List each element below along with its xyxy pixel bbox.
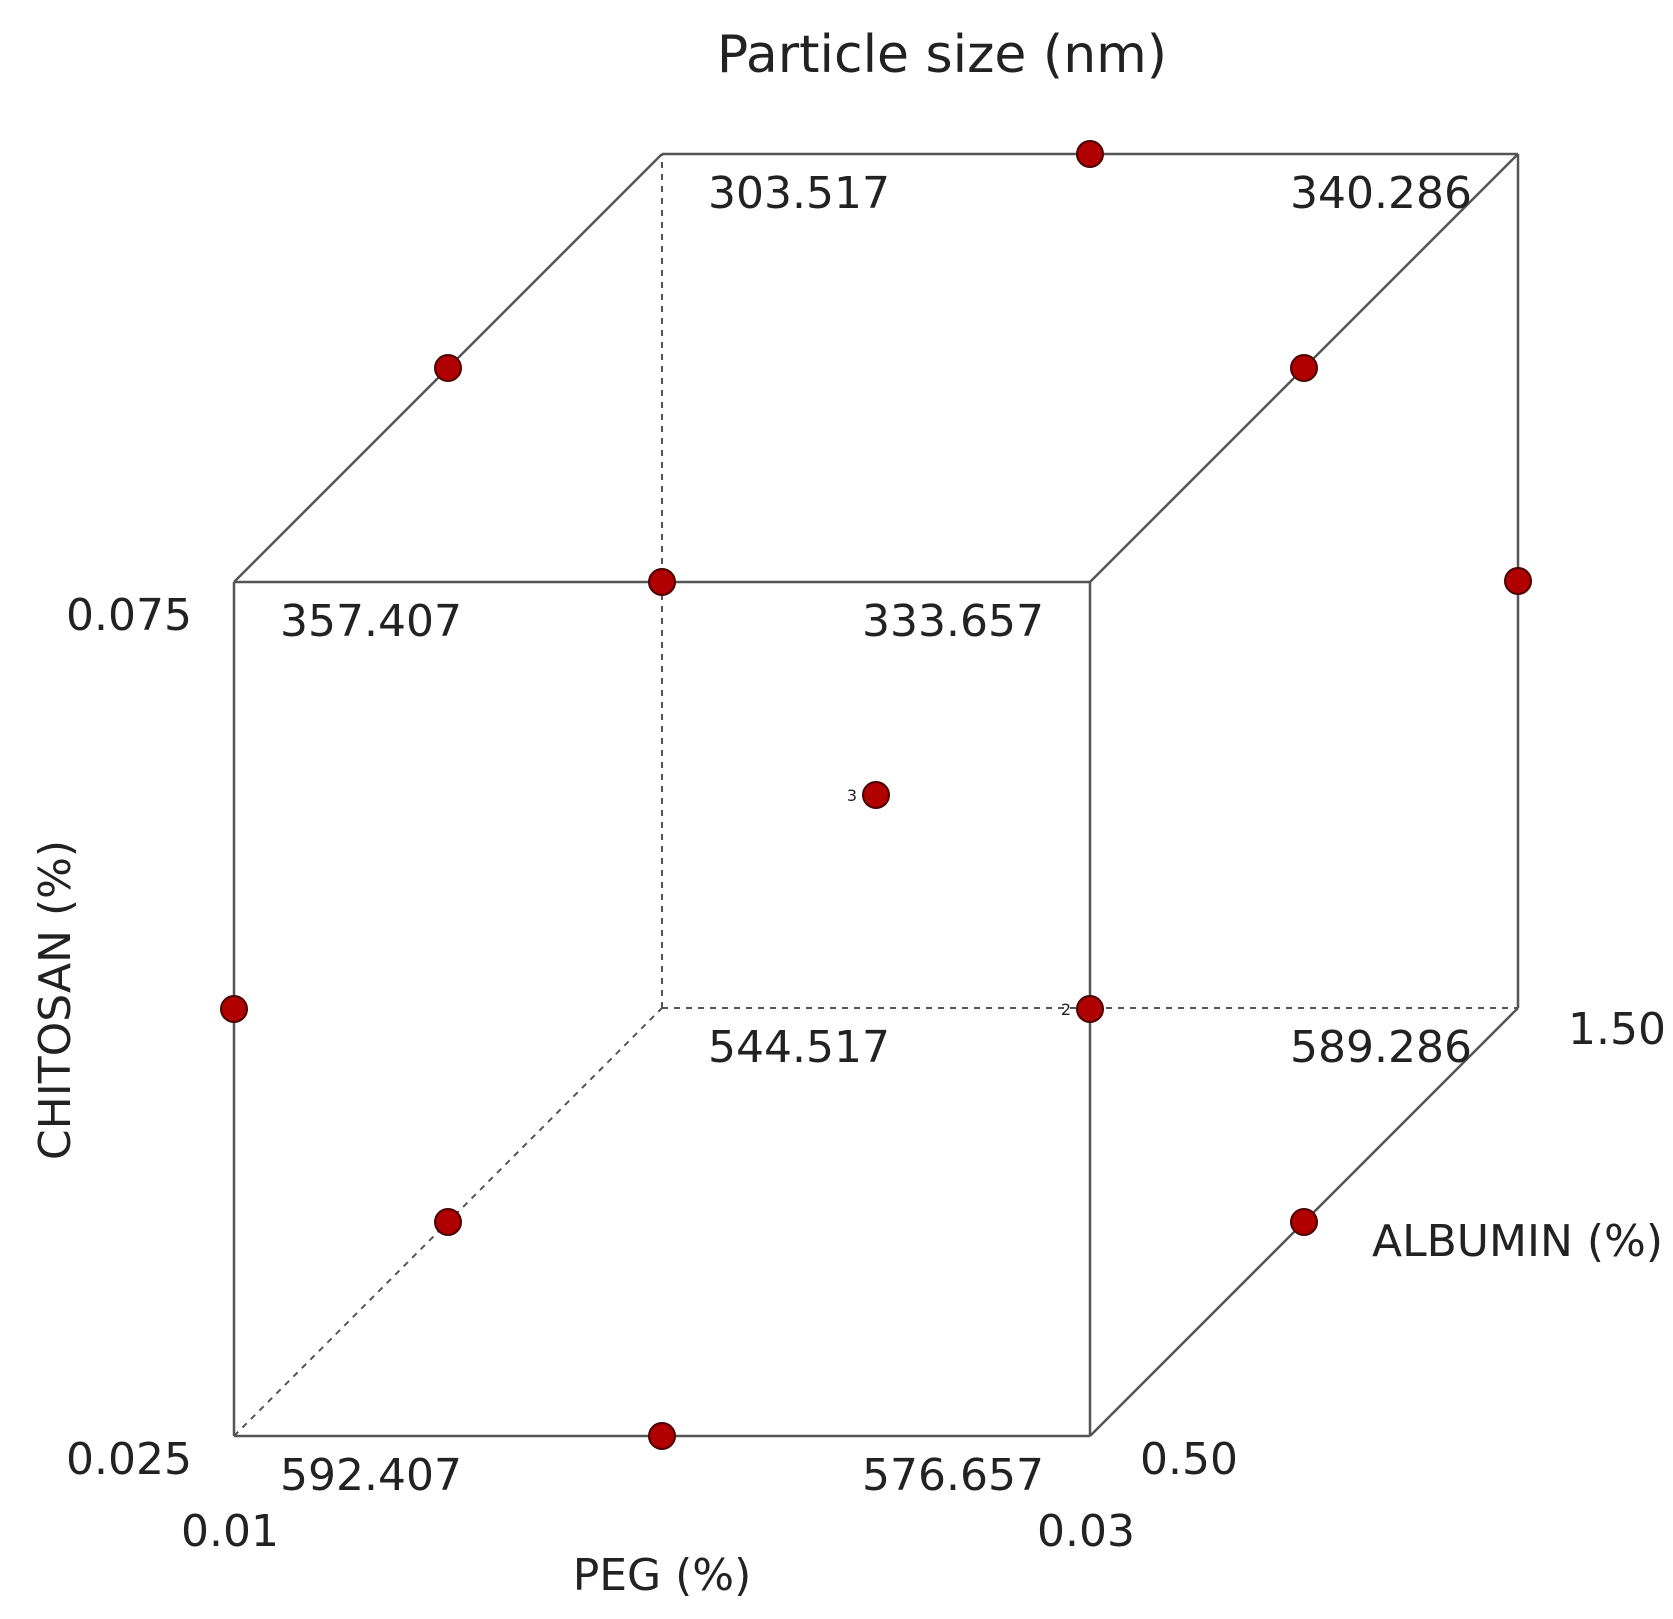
chart-title: Particle size (nm) xyxy=(717,25,1167,85)
replicate-count-label: 2 xyxy=(1061,1000,1071,1019)
y-axis-label: CHITOSAN (%) xyxy=(30,840,81,1160)
design-point xyxy=(862,781,890,809)
replicate-count-label: 3 xyxy=(847,786,857,805)
z-axis-label: ALBUMIN (%) xyxy=(1372,1216,1663,1267)
design-points: 23 xyxy=(220,140,1532,1450)
corner-value-label: 544.517 xyxy=(708,1022,890,1073)
design-point xyxy=(434,354,462,382)
design-point xyxy=(434,1208,462,1236)
design-point xyxy=(1290,1208,1318,1236)
corner-value-label: 576.657 xyxy=(862,1450,1044,1501)
y-tick-max: 0.075 xyxy=(66,590,192,641)
design-point xyxy=(648,568,676,596)
corner-value-label: 357.407 xyxy=(280,596,462,647)
corner-value-label: 333.657 xyxy=(862,596,1044,647)
design-point xyxy=(1290,354,1318,382)
design-point xyxy=(1076,995,1104,1023)
x-tick-min: 0.01 xyxy=(181,1506,279,1557)
corner-value-label: 340.286 xyxy=(1290,168,1472,219)
corner-value-label: 589.286 xyxy=(1290,1022,1472,1073)
z-tick-max: 1.50 xyxy=(1568,1004,1666,1055)
design-point xyxy=(1504,567,1532,595)
x-axis-label: PEG (%) xyxy=(573,1550,752,1601)
design-point xyxy=(220,995,248,1023)
corner-values: 592.407 576.657 357.407 333.657 544.517 589.2… xyxy=(280,168,1472,1501)
corner-value-label: 592.407 xyxy=(280,1450,462,1501)
design-point xyxy=(1076,140,1104,168)
y-tick-min: 0.025 xyxy=(66,1434,192,1485)
z-tick-min: 0.50 xyxy=(1140,1434,1238,1485)
corner-value-label: 303.517 xyxy=(708,168,890,219)
design-point xyxy=(648,1422,676,1450)
x-tick-max: 0.03 xyxy=(1037,1506,1135,1557)
